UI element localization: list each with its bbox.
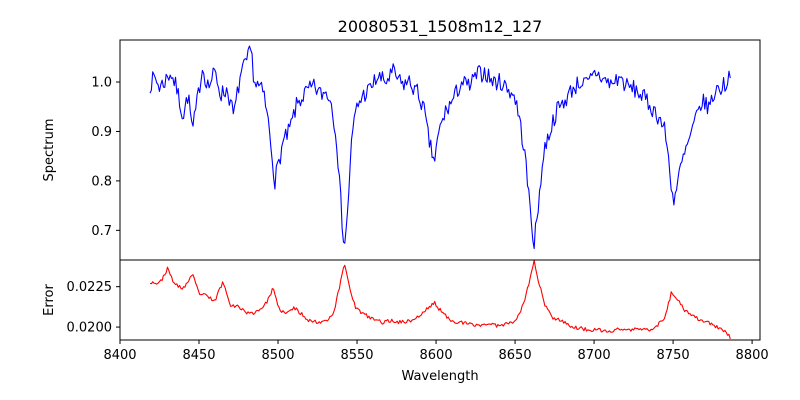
x-tick-label: 8550 (340, 348, 373, 363)
x-tick-label: 8600 (420, 348, 453, 363)
spectrum-y-tick-label: 0.8 (91, 174, 112, 189)
x-tick-label: 8700 (578, 348, 611, 363)
error-panel: 0.0200 0.0225 8400 8450 8500 8550 8600 8650 870… (42, 259, 769, 384)
spectrum-y-tick-label: 1.0 (91, 76, 112, 91)
spectrum-y-ticks: 0.7 0.8 0.9 1.0 (91, 76, 120, 239)
x-tick-label: 8500 (261, 348, 294, 363)
x-tick-label: 8650 (499, 348, 532, 363)
error-y-axis-label: Error (42, 284, 57, 316)
x-tick-label: 8750 (657, 348, 690, 363)
error-axes-frame (119, 259, 761, 341)
error-series-line (149, 259, 731, 340)
spectrum-series-line (149, 45, 731, 250)
chart-title: 20080531_1508m12_127 (338, 17, 543, 37)
spectrum-y-axis-label: Spectrum (42, 119, 57, 182)
error-y-tick-label: 0.0225 (67, 280, 113, 295)
x-tick-label: 8450 (182, 348, 215, 363)
error-y-ticks: 0.0200 0.0225 (67, 280, 120, 336)
error-y-tick-label: 0.0200 (67, 321, 113, 336)
wavelength-x-ticks: 8400 8450 8500 8550 8600 8650 8700 8750 8800 (103, 340, 769, 363)
x-tick-label: 8800 (736, 348, 769, 363)
x-axis-label: Wavelength (401, 369, 478, 384)
spectrum-y-tick-label: 0.7 (91, 224, 112, 239)
x-tick-label: 8400 (103, 348, 136, 363)
spectrum-panel: 0.7 0.8 0.9 1.0 Spectrum (42, 39, 761, 261)
spectrum-y-tick-label: 0.9 (91, 125, 112, 140)
